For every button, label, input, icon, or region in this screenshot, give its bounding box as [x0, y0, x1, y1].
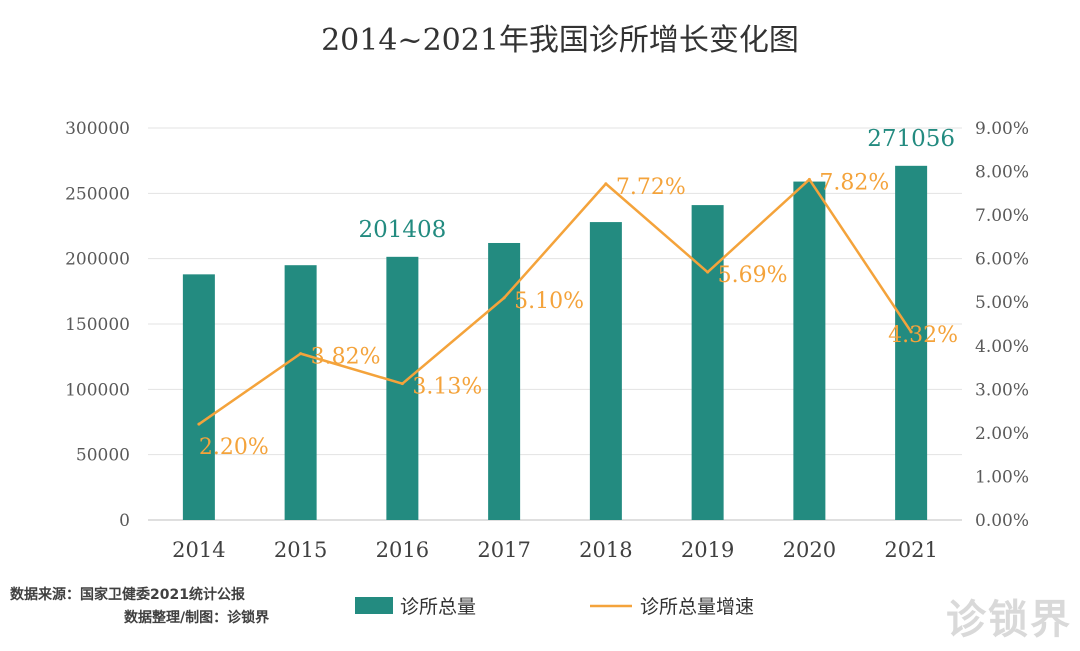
line-point-2021	[909, 330, 913, 334]
line-point-2014	[197, 422, 201, 426]
line-label-2015: 3.82%	[311, 345, 381, 370]
bar-2014	[182, 274, 215, 520]
bar-value-labels: 201408 271056	[358, 126, 955, 243]
line-label-2017: 5.10%	[514, 289, 584, 314]
legend-line-label: 诊所总量增速	[640, 596, 754, 618]
y-right-tick-label: 0.00%	[975, 511, 1029, 531]
x-tick-label: 2020	[783, 538, 836, 562]
y-left-tick-label: 200000	[65, 250, 130, 270]
line-point-2019	[706, 270, 710, 274]
x-tick-label: 2018	[579, 538, 632, 562]
y-right-tick-label: 6.00%	[975, 250, 1029, 270]
y-axis-right: 0.00% 1.00% 2.00% 3.00% 4.00% 5.00% 6.00% 7.00%…	[975, 119, 1029, 531]
y-left-tick-label: 100000	[65, 380, 130, 400]
source-note-line1: 数据来源：国家卫健委2021统计公报	[10, 587, 245, 603]
x-axis: 2014 2015 2016 2017 2018 2019 2020 2021	[172, 538, 938, 562]
growth-line	[198, 178, 913, 426]
line-label-2016: 3.13%	[412, 375, 482, 400]
y-right-tick-label: 1.00%	[975, 467, 1029, 487]
bar-2020	[793, 181, 826, 520]
y-axis-left: 0 50000 100000 150000 200000 250000 300000	[65, 119, 130, 531]
y-left-tick-label: 50000	[76, 446, 130, 466]
line-value-labels: 2.20% 3.82% 3.13% 5.10% 7.72% 5.69% 7.82% 4.32%	[199, 170, 958, 460]
line-label-2018: 7.72%	[616, 175, 686, 200]
y-right-tick-label: 8.00%	[975, 163, 1029, 183]
bar-2018	[589, 222, 622, 520]
line-point-2018	[604, 182, 608, 186]
y-right-tick-label: 4.00%	[975, 337, 1029, 357]
bar-2016	[386, 256, 419, 520]
bar-2021	[895, 165, 928, 520]
y-left-tick-label: 250000	[65, 184, 130, 204]
x-tick-label: 2021	[884, 538, 937, 562]
bar-2017	[488, 242, 521, 520]
y-left-tick-label: 300000	[65, 119, 130, 139]
line-label-2020: 7.82%	[819, 170, 889, 195]
x-tick-label: 2014	[172, 538, 225, 562]
x-tick-label: 2016	[376, 538, 429, 562]
y-left-tick-label: 150000	[65, 315, 130, 335]
bar-2019	[691, 205, 724, 521]
legend: 诊所总量 诊所总量增速	[355, 596, 754, 618]
line-point-2017	[502, 296, 506, 300]
bar-series	[182, 165, 928, 521]
y-right-tick-label: 3.00%	[975, 380, 1029, 400]
watermark-logo: 诊锁界	[946, 597, 1072, 643]
source-note-line2: 数据整理/制图：诊锁界	[124, 610, 270, 626]
x-tick-label: 2017	[477, 538, 530, 562]
bar-2015	[284, 265, 317, 520]
x-tick-label: 2019	[681, 538, 734, 562]
x-tick-label: 2015	[274, 538, 327, 562]
y-right-tick-label: 5.00%	[975, 293, 1029, 313]
line-point-2015	[299, 352, 303, 356]
bar-label-2021: 271056	[867, 126, 955, 152]
legend-bar-label: 诊所总量	[400, 596, 476, 618]
line-point-2016	[400, 382, 404, 386]
y-right-tick-label: 7.00%	[975, 206, 1029, 226]
y-right-tick-label: 2.00%	[975, 424, 1029, 444]
line-point-2020	[807, 177, 811, 181]
legend-bar-swatch	[355, 597, 393, 614]
chart-title: 2014~2021年我国诊所增长变化图	[321, 23, 799, 58]
line-label-2019: 5.69%	[718, 263, 788, 288]
y-right-tick-label: 9.00%	[975, 119, 1029, 139]
line-series	[197, 177, 913, 426]
y-left-tick-label: 0	[119, 511, 130, 531]
line-label-2021: 4.32%	[888, 323, 958, 348]
grid-lines	[148, 127, 962, 521]
bar-label-2016: 201408	[358, 217, 446, 243]
line-label-2014: 2.20%	[199, 435, 269, 460]
